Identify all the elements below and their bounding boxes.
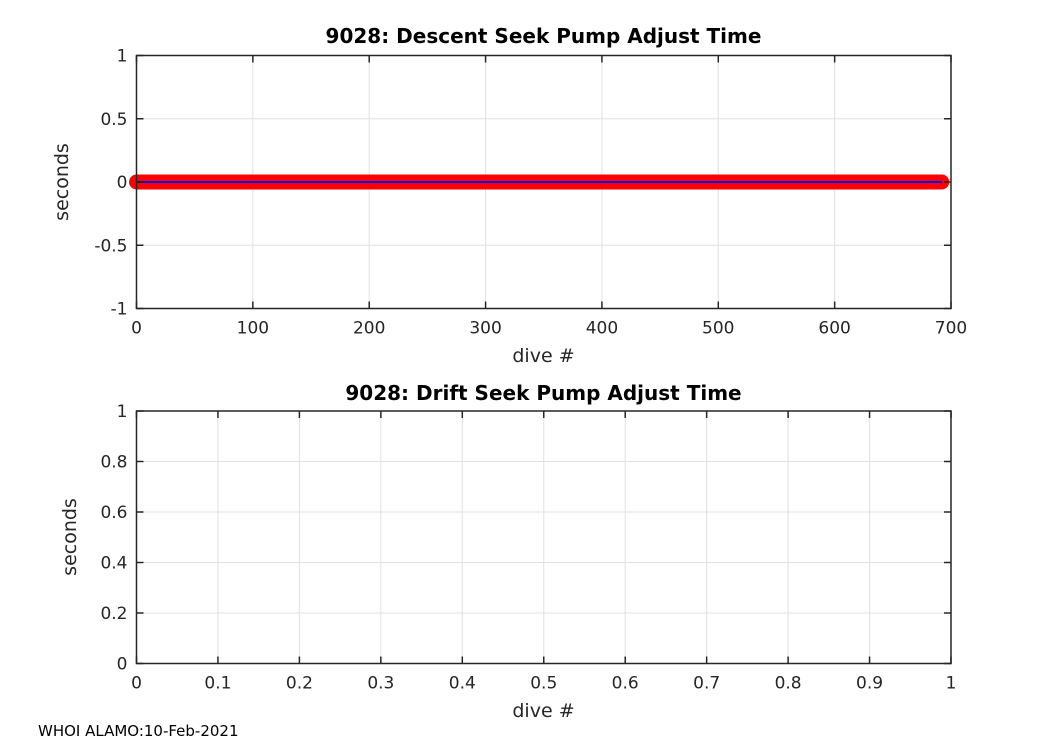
tick-labels: 0 100 200 300 400 500 600 700 -1 -0.5 0 0.5 1 (94, 47, 967, 339)
x-tick-label: 1 (946, 674, 957, 694)
tick-labels: 0 0.1 0.2 0.3 0.4 0.5 0.6 0.7 0.8 0.9 1 0 0.2 0.4 0.6 0… (100, 402, 956, 694)
y-tick-label: 0.4 (100, 554, 127, 574)
x-tick-label: 200 (353, 319, 385, 339)
x-tick-label: 0.2 (286, 674, 313, 694)
drift-chart-ylabel: seconds (59, 498, 81, 576)
y-tick-label: 0.8 (100, 453, 127, 473)
x-tick-label: 0.7 (693, 674, 720, 694)
y-tick-label: -0.5 (94, 236, 127, 256)
y-tick-label: 1 (117, 402, 128, 422)
descent-chart-xlabel: dive # (512, 345, 575, 367)
y-tick-label: 0.5 (100, 110, 127, 130)
x-tick-label: 0.4 (449, 674, 476, 694)
x-tick-label: 500 (702, 319, 734, 339)
x-tick-label: 600 (818, 319, 850, 339)
x-tick-label: 0.1 (204, 674, 231, 694)
tick-marks (135, 54, 952, 310)
descent-chart: 0 100 200 300 400 500 600 700 -1 -0.5 0 0.5 1 (94, 47, 967, 339)
x-tick-label: 100 (237, 319, 269, 339)
descent-chart-ylabel: seconds (51, 143, 73, 221)
grid-lines (136, 411, 951, 664)
x-tick-label: 0.6 (612, 674, 639, 694)
x-tick-label: 0 (131, 674, 142, 694)
x-tick-label: 0.8 (775, 674, 802, 694)
y-tick-label: 1 (117, 47, 128, 67)
y-tick-label: 0 (117, 173, 128, 193)
drift-chart-xlabel: dive # (512, 700, 575, 722)
x-tick-label: 700 (935, 319, 967, 339)
x-tick-label: 400 (586, 319, 618, 339)
y-tick-label: 0 (117, 655, 128, 675)
x-tick-label: 0.9 (856, 674, 883, 694)
x-tick-label: 0.5 (530, 674, 557, 694)
y-tick-label: 0.2 (100, 604, 127, 624)
x-tick-label: 300 (469, 319, 501, 339)
y-tick-label: -1 (111, 300, 128, 320)
footer-watermark: WHOI ALAMO:10-Feb-2021 (38, 722, 239, 740)
tick-marks (135, 410, 952, 665)
drift-chart: 0 0.1 0.2 0.3 0.4 0.5 0.6 0.7 0.8 0.9 1 0 0.2 0.4 0.6 0… (100, 402, 956, 694)
y-tick-label: 0.6 (100, 503, 127, 523)
x-tick-label: 0 (131, 319, 142, 339)
x-tick-label: 0.3 (367, 674, 394, 694)
drift-chart-title: 9028: Drift Seek Pump Adjust Time (345, 381, 742, 405)
descent-chart-title: 9028: Descent Seek Pump Adjust Time (325, 24, 762, 48)
